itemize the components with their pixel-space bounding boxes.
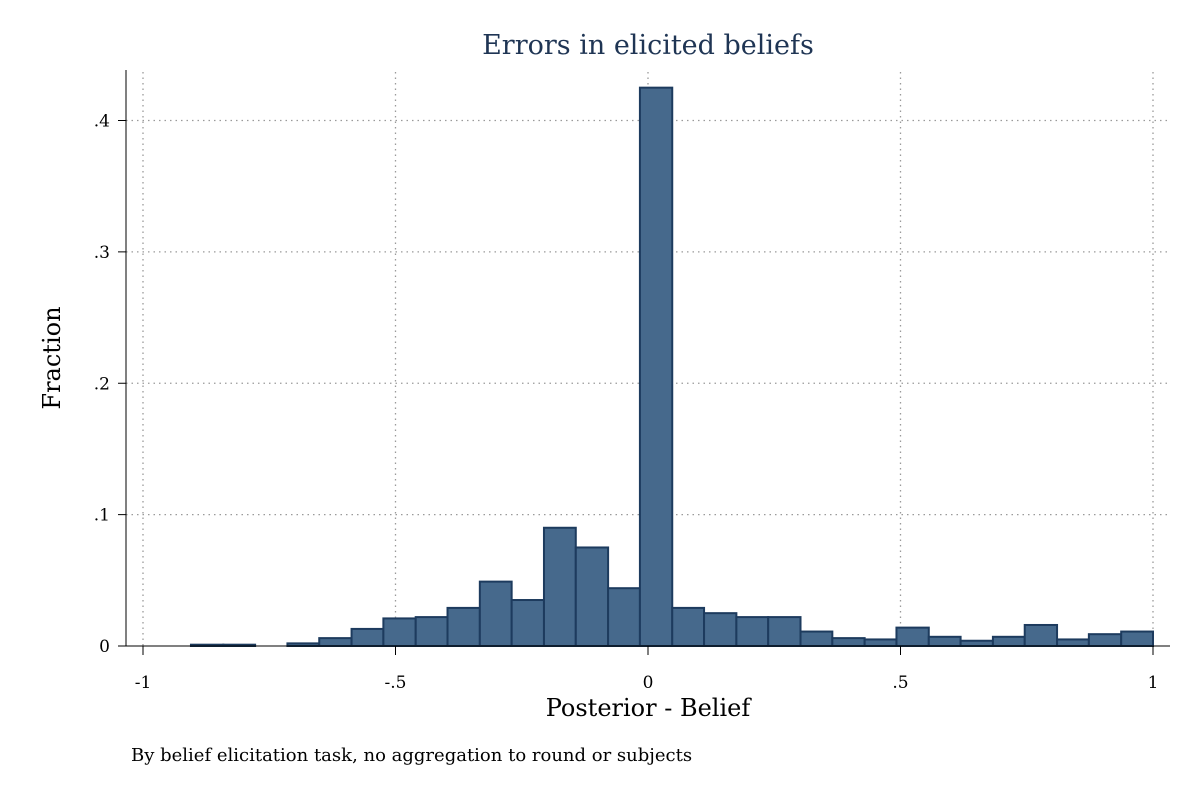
x-tick-label: 1 (1148, 673, 1159, 693)
x-tick-label: -.5 (385, 673, 407, 693)
histogram-bar (1120, 630, 1155, 648)
histogram-bar (350, 627, 385, 648)
histogram-bar (574, 546, 610, 647)
histogram-bar (703, 612, 738, 647)
histogram-bar (478, 580, 513, 647)
x-tick-label: 0 (643, 673, 654, 693)
chart-note: By belief elicitation task, no aggregati… (131, 745, 692, 766)
y-axis-title: Fraction (38, 306, 66, 409)
chart-title: Errors in elicited beliefs (482, 30, 814, 61)
y-tick-label: .1 (94, 506, 110, 526)
histogram-bar (1087, 633, 1123, 648)
y-tick-label: .3 (94, 243, 110, 263)
histogram-bar (799, 630, 834, 648)
histogram-bar (510, 599, 545, 647)
histogram-bar (542, 526, 577, 648)
histogram-bar (607, 587, 641, 648)
histogram-bar (382, 617, 417, 648)
histogram-bar (1056, 638, 1090, 648)
y-tick-label: .2 (94, 374, 110, 394)
histogram-bar (671, 606, 706, 647)
histogram-bars (189, 86, 1155, 648)
histogram-bar (446, 606, 481, 647)
histogram-bar (959, 639, 994, 647)
x-tick-label: .5 (892, 673, 908, 693)
histogram-bar (831, 637, 866, 647)
histogram-bar (895, 626, 930, 647)
x-tick-label: -1 (135, 673, 152, 693)
y-tick-label: 0 (99, 637, 110, 657)
histogram-bar (318, 637, 353, 647)
histogram-bar (863, 638, 898, 648)
histogram-bar (1023, 623, 1059, 647)
x-axis-title: Posterior - Belief (546, 694, 753, 722)
y-tick-label: .4 (94, 112, 110, 132)
histogram-bar (735, 616, 770, 647)
histogram-bar (991, 635, 1026, 648)
histogram-bar (414, 616, 449, 647)
histogram-bar (927, 635, 962, 648)
axis-ticks: 0 .1 .2 .3 .4 -1 -.5 0 .5 1 (94, 112, 1159, 694)
histogram-bar (767, 616, 802, 647)
histogram-bar (638, 86, 674, 647)
